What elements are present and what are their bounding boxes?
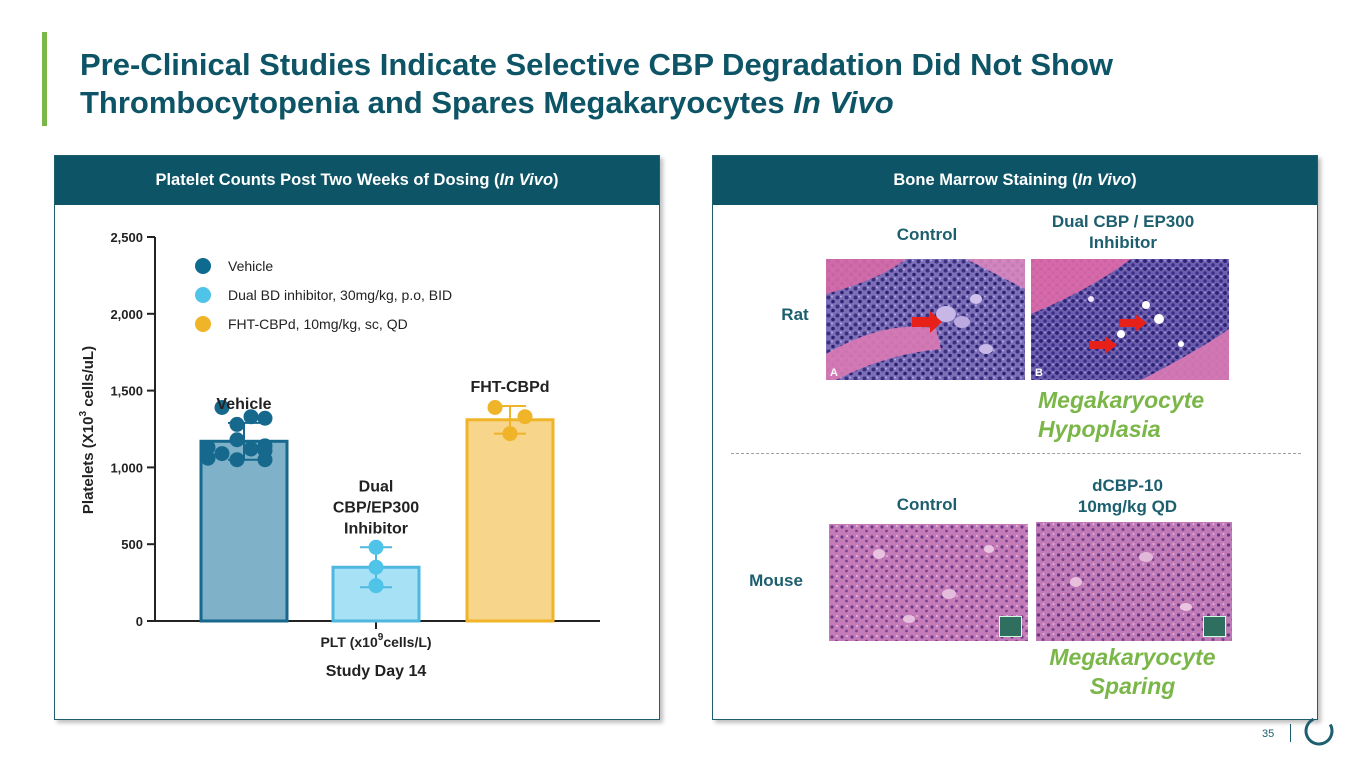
mouse-control-label: Control xyxy=(896,495,958,514)
rat-treatment-label: Dual CBP / EP300 Inhibitor xyxy=(1018,211,1228,253)
mouse-outcome-label: Megakaryocyte Sparing xyxy=(1030,643,1235,701)
species-divider xyxy=(731,453,1301,454)
title-line-1: Pre-Clinical Studies Indicate Selective … xyxy=(80,47,1113,82)
rat-control-label: Control xyxy=(896,225,958,244)
rat-treatment-line-1: Dual CBP / EP300 xyxy=(1051,212,1195,231)
rat-outcome-label: Megakaryocyte Hypoplasia xyxy=(1038,386,1258,444)
bone-marrow-header-main: Bone Marrow Staining ( xyxy=(893,171,1078,189)
bone-marrow-header-italic: In Vivo xyxy=(1077,171,1132,189)
rat-image-a-letter: A xyxy=(830,367,838,379)
mouse-treatment-stain-image xyxy=(1036,522,1232,641)
mouse-treatment-line-1: dCBP-10 xyxy=(1092,476,1163,495)
platelet-header-italic: In Vivo xyxy=(499,171,554,189)
platelet-panel: Platelet Counts Post Two Weeks of Dosing… xyxy=(54,155,660,720)
mouse-treatment-label: dCBP-10 10mg/kg QD xyxy=(1040,475,1215,517)
platelet-header-main: Platelet Counts Post Two Weeks of Dosing… xyxy=(155,171,500,189)
rat-row-label: Rat xyxy=(781,305,809,324)
mouse-treatment-line-2: 10mg/kg QD xyxy=(1077,497,1178,516)
platelet-header-end: ) xyxy=(553,171,559,189)
footer-separator xyxy=(1290,724,1291,742)
platelet-panel-header: Platelet Counts Post Two Weeks of Dosing… xyxy=(55,156,659,205)
rat-outcome-line-1: Megakaryocyte xyxy=(1038,387,1205,413)
title-accent-bar xyxy=(42,32,47,126)
company-logo-icon xyxy=(1304,716,1334,746)
rat-outcome-line-2: Hypoplasia xyxy=(1038,416,1161,442)
page-number: 35 xyxy=(1262,728,1275,740)
bone-marrow-panel-header: Bone Marrow Staining (In Vivo) xyxy=(713,156,1317,205)
rat-treatment-stain-drawing: B xyxy=(1031,259,1229,380)
rat-treatment-line-2: Inhibitor xyxy=(1089,233,1157,252)
rat-control-stain-image: A xyxy=(826,259,1025,380)
mouse-control-scale-bar xyxy=(999,616,1022,637)
rat-control-stain-drawing: A xyxy=(826,259,1025,380)
mouse-outcome-line-1: Megakaryocyte xyxy=(1049,644,1216,670)
rat-treatment-stain-image: B xyxy=(1031,259,1229,380)
title-line-2-italic: In Vivo xyxy=(793,85,894,120)
title-line-2: Thrombocytopenia and Spares Megakaryocyt… xyxy=(80,84,1300,122)
mouse-treatment-stain-drawing xyxy=(1036,522,1232,641)
mouse-control-stain-drawing xyxy=(829,524,1028,641)
rat-image-b-letter: B xyxy=(1035,367,1043,379)
mouse-row-label: Mouse xyxy=(749,571,803,590)
slide-title: Pre-Clinical Studies Indicate Selective … xyxy=(80,46,1300,122)
mouse-control-stain-image xyxy=(829,524,1028,641)
title-line-2-main: Thrombocytopenia and Spares Megakaryocyt… xyxy=(80,85,794,120)
bone-marrow-header-end: ) xyxy=(1131,171,1137,189)
mouse-outcome-line-2: Sparing xyxy=(1089,673,1176,699)
mouse-treatment-scale-bar xyxy=(1203,616,1226,637)
